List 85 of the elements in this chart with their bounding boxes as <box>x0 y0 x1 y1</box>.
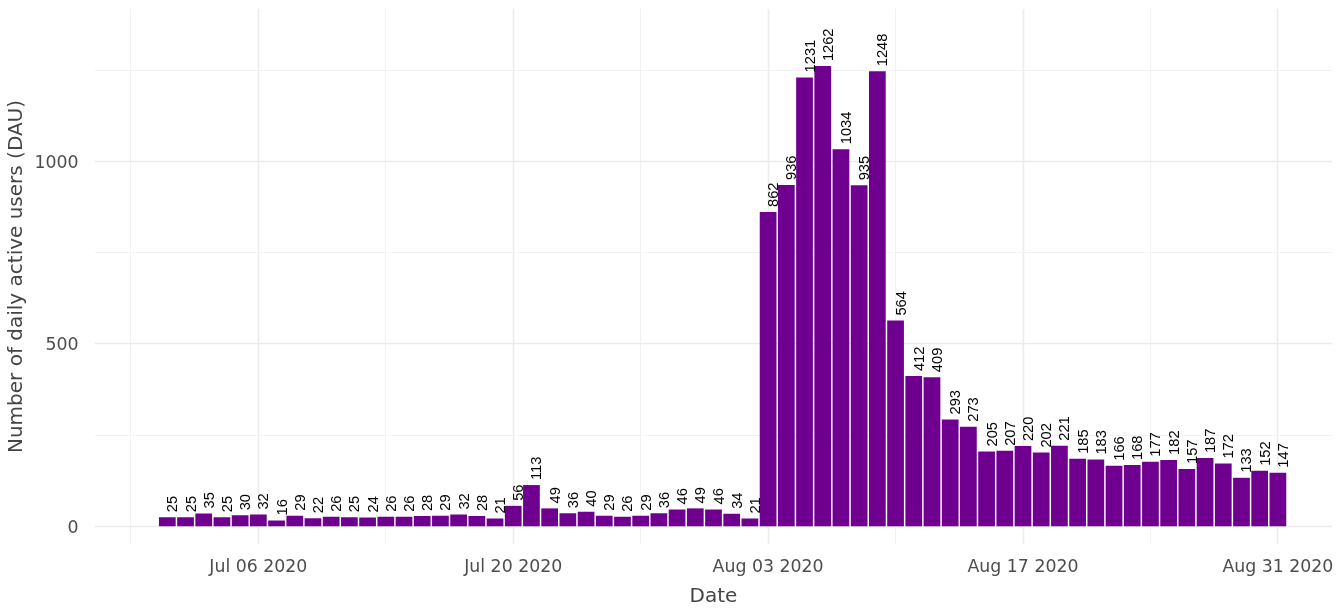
data-label: 166 <box>1111 436 1128 461</box>
x-tick-label: Aug 03 2020 <box>712 555 824 576</box>
data-label: 1034 <box>837 111 854 145</box>
bar <box>668 509 686 527</box>
data-label: 862 <box>765 182 782 207</box>
bar <box>923 377 941 527</box>
bar <box>304 518 322 527</box>
data-label: 28 <box>473 494 490 512</box>
data-label: 32 <box>255 493 272 510</box>
data-label: 36 <box>564 491 581 509</box>
x-tick-label: Jul 20 2020 <box>463 555 563 576</box>
x-tick-label: Aug 17 2020 <box>967 555 1079 576</box>
data-label: 25 <box>346 495 363 513</box>
data-label: 16 <box>273 499 290 516</box>
data-label: 1262 <box>819 28 836 62</box>
bar <box>213 517 231 527</box>
data-label: 168 <box>1129 435 1146 461</box>
data-label: 177 <box>1147 432 1164 457</box>
bar <box>1014 446 1032 527</box>
y-axis-title: Number of daily active users (DAU) <box>3 99 28 454</box>
data-label: 21 <box>492 497 509 514</box>
data-label: 172 <box>1220 434 1237 459</box>
y-tick-label: 0 <box>67 516 79 537</box>
data-label: 133 <box>1238 448 1255 473</box>
data-label: 1248 <box>874 33 891 67</box>
data-label: 293 <box>947 389 964 415</box>
data-label: 412 <box>910 346 927 372</box>
data-label: 32 <box>455 493 472 510</box>
x-axis-title: Date <box>689 582 738 607</box>
bar <box>1269 472 1287 527</box>
data-label: 46 <box>710 488 727 505</box>
data-label: 187 <box>1202 428 1219 454</box>
data-label: 29 <box>291 494 308 511</box>
x-tick-label: Aug 31 2020 <box>1222 555 1334 576</box>
data-label: 273 <box>965 397 982 422</box>
data-label: 147 <box>1274 443 1291 468</box>
data-label: 25 <box>182 495 199 513</box>
data-label: 936 <box>783 155 800 180</box>
data-label: 25 <box>218 495 235 513</box>
data-label: 29 <box>601 494 618 511</box>
data-label: 25 <box>164 495 181 513</box>
data-label: 207 <box>1001 421 1018 446</box>
x-tick-label: Jul 06 2020 <box>208 555 308 576</box>
bar <box>395 516 413 527</box>
y-tick-label: 1000 <box>34 152 79 173</box>
data-label: 56 <box>510 484 527 501</box>
data-label: 152 <box>1256 441 1273 466</box>
data-label: 564 <box>892 291 909 316</box>
y-tick-label: 500 <box>45 334 79 355</box>
data-label: 409 <box>928 347 945 373</box>
data-label: 182 <box>1165 430 1182 455</box>
data-label: 220 <box>1020 416 1036 442</box>
data-label: 1231 <box>801 39 818 73</box>
data-label: 40 <box>583 490 600 507</box>
data-label: 202 <box>1038 423 1055 448</box>
data-label: 26 <box>401 495 417 512</box>
data-label: 24 <box>364 496 381 513</box>
data-label: 49 <box>546 487 563 504</box>
data-label: 30 <box>237 494 254 511</box>
bar <box>650 513 668 527</box>
data-label: 26 <box>382 495 399 512</box>
data-label: 113 <box>528 456 545 481</box>
data-label: 36 <box>655 491 672 509</box>
data-label: 26 <box>619 495 636 512</box>
data-label: 29 <box>437 494 454 511</box>
bar <box>577 511 595 527</box>
bar <box>759 211 777 527</box>
data-label: 935 <box>856 155 873 181</box>
data-label: 35 <box>200 492 217 509</box>
data-label: 28 <box>419 494 436 512</box>
data-label: 21 <box>746 497 763 514</box>
data-label: 46 <box>674 488 691 505</box>
data-label: 157 <box>1183 439 1200 465</box>
bar <box>1105 465 1123 527</box>
bar <box>1196 458 1214 527</box>
data-label: 26 <box>328 495 345 512</box>
data-label: 34 <box>728 492 745 509</box>
data-label: 183 <box>1092 430 1109 455</box>
data-label: 185 <box>1074 429 1091 454</box>
data-label: 221 <box>1056 416 1073 441</box>
data-label: 49 <box>692 487 709 504</box>
data-label: 205 <box>983 422 1000 447</box>
bar <box>832 149 850 527</box>
data-label: 22 <box>309 496 326 514</box>
data-label: 29 <box>637 494 654 511</box>
